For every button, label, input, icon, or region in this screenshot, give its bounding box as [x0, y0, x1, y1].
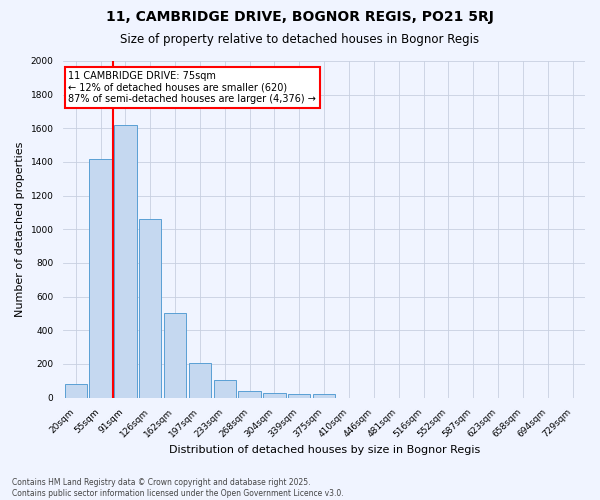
Bar	[288, 394, 310, 398]
Text: 11, CAMBRIDGE DRIVE, BOGNOR REGIS, PO21 5RJ: 11, CAMBRIDGE DRIVE, BOGNOR REGIS, PO21 …	[106, 10, 494, 24]
Text: Contains HM Land Registry data © Crown copyright and database right 2025.
Contai: Contains HM Land Registry data © Crown c…	[12, 478, 344, 498]
Y-axis label: Number of detached properties: Number of detached properties	[15, 142, 25, 317]
Bar	[89, 158, 112, 398]
Text: 11 CAMBRIDGE DRIVE: 75sqm
← 12% of detached houses are smaller (620)
87% of semi: 11 CAMBRIDGE DRIVE: 75sqm ← 12% of detac…	[68, 71, 316, 104]
Text: Size of property relative to detached houses in Bognor Regis: Size of property relative to detached ho…	[121, 32, 479, 46]
Bar	[65, 384, 87, 398]
Bar	[238, 391, 261, 398]
Bar	[164, 314, 186, 398]
Bar	[114, 125, 137, 398]
Bar	[139, 219, 161, 398]
Bar	[263, 392, 286, 398]
X-axis label: Distribution of detached houses by size in Bognor Regis: Distribution of detached houses by size …	[169, 445, 480, 455]
Bar	[214, 380, 236, 398]
Bar	[189, 363, 211, 398]
Bar	[313, 394, 335, 398]
